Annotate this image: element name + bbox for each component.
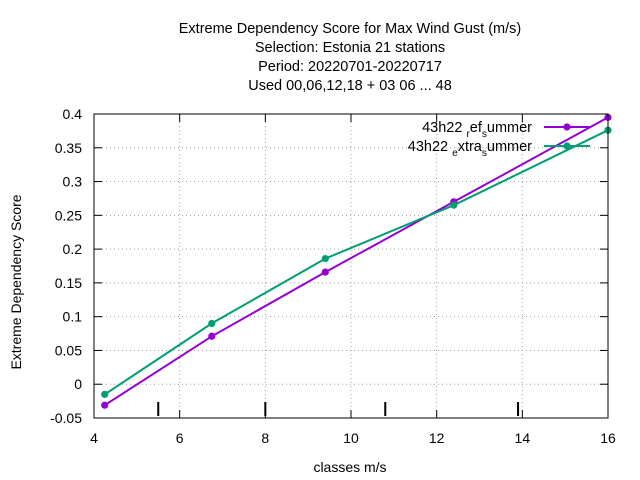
data-point <box>208 332 216 340</box>
data-point <box>450 201 458 209</box>
y-tick-label: 0.3 <box>63 174 83 190</box>
axis-ticks <box>93 113 609 419</box>
y-tick-label: 0.4 <box>63 106 83 122</box>
x-tick-label: 14 <box>515 430 531 446</box>
y-tick-label: 0.35 <box>55 140 82 156</box>
series-0 <box>101 113 612 409</box>
x-tick-label: 10 <box>343 430 359 446</box>
data-point <box>208 319 216 328</box>
title-line-2: Selection: Estonia 21 stations <box>255 40 445 56</box>
legend-label: 43h22 refsummer <box>422 120 532 140</box>
x-axis-label: classes m/s <box>313 459 386 475</box>
series-line <box>104 129 609 396</box>
chart-title: Extreme Dependency Score for Max Wind Gu… <box>179 21 521 94</box>
legend-marker <box>563 142 571 150</box>
data-point <box>101 401 109 409</box>
title-line-4: Used 00,06,12,18 + 03 06 ... 48 <box>248 78 452 94</box>
y-tick-label: 0 <box>74 376 82 392</box>
x-tick-label: 16 <box>600 430 616 446</box>
grid <box>94 114 608 418</box>
y-tick-label: 0.1 <box>63 309 83 325</box>
data-point <box>321 268 329 276</box>
tick-labels: -0.05 0 0.05 0.1 0.15 0.2 0.25 0.3 0.35 0.4 4 6 8 10 1… <box>50 106 616 446</box>
y-tick-label: 0.05 <box>55 342 82 358</box>
class-markers <box>157 402 520 416</box>
series-line <box>104 116 609 407</box>
x-tick-label: 12 <box>429 430 445 446</box>
x-tick-label: 4 <box>90 430 98 446</box>
data-point <box>101 390 109 398</box>
series-group <box>101 113 612 409</box>
plot-border <box>93 113 609 419</box>
data-point <box>321 254 329 263</box>
y-tick-label: -0.05 <box>50 410 82 426</box>
legend-label: 43h22 extrasummer <box>408 139 532 159</box>
y-tick-label: 0.15 <box>55 275 82 291</box>
title-line-3: Period: 20220701-20220717 <box>258 59 442 75</box>
y-tick-label: 0.2 <box>63 241 83 257</box>
legend-marker <box>563 123 571 131</box>
title-line-1: Extreme Dependency Score for Max Wind Gu… <box>179 21 521 37</box>
y-axis-label: Extreme Dependency Score <box>8 194 24 369</box>
x-tick-label: 8 <box>261 430 269 446</box>
x-tick-label: 6 <box>176 430 184 446</box>
y-tick-label: 0.25 <box>55 207 82 223</box>
